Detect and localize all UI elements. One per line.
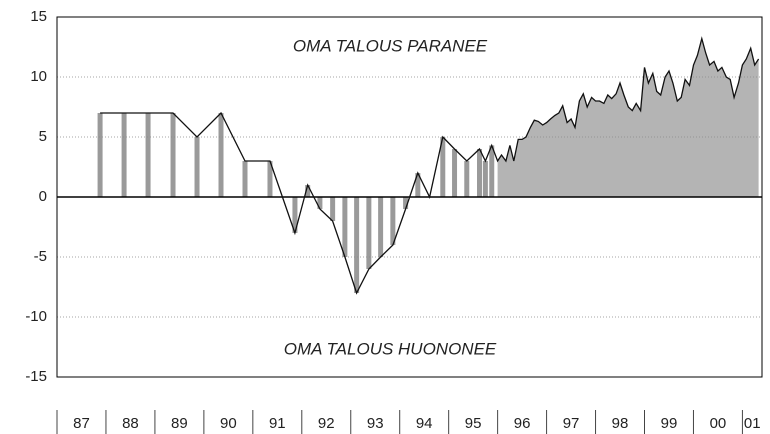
bar [378, 197, 384, 257]
y-tick-label: -10 [25, 308, 47, 325]
x-tick-label: 96 [514, 415, 531, 432]
bar [390, 197, 396, 245]
y-tick-label: 5 [39, 128, 47, 145]
x-tick-label: 91 [269, 415, 286, 432]
bar [194, 137, 200, 197]
bar [97, 113, 103, 197]
bar [305, 185, 311, 197]
bar [121, 113, 127, 197]
bar [342, 197, 348, 257]
x-tick-label: 90 [220, 415, 237, 432]
bar [330, 197, 336, 221]
x-tick-label: 89 [171, 415, 188, 432]
bar [477, 149, 483, 197]
y-tick-label: 0 [39, 188, 47, 205]
x-tick-label: 01 [744, 415, 761, 432]
y-tick-label: -15 [25, 368, 47, 385]
y-tick-label: -5 [34, 248, 47, 265]
x-tick-label: 93 [367, 415, 384, 432]
bar [170, 113, 176, 197]
bar [489, 145, 495, 197]
bar [366, 197, 372, 269]
x-tick-label: 95 [465, 415, 482, 432]
y-tick-label: 15 [30, 8, 47, 25]
bar [354, 197, 360, 293]
bar [403, 197, 409, 209]
line [100, 36, 760, 295]
x-tick-label: 88 [122, 415, 139, 432]
x-tick-label: 97 [563, 415, 580, 432]
x-tick-label: 87 [73, 415, 90, 432]
bar [242, 161, 248, 197]
bar [317, 197, 323, 209]
area [497, 38, 759, 197]
x-tick-label: 99 [661, 415, 678, 432]
bar [464, 161, 470, 197]
annotation: OMA TALOUS PARANEE [293, 36, 488, 55]
bar [482, 161, 488, 197]
x-tick-label: 94 [416, 415, 433, 432]
plot-frame [56, 16, 763, 378]
x-tick-label: 00 [710, 415, 727, 432]
bar [267, 161, 273, 197]
y-tick-label: 10 [30, 68, 47, 85]
bar [145, 113, 151, 197]
bar [292, 197, 298, 233]
bar [218, 113, 224, 197]
annotation: OMA TALOUS HUONONEE [284, 339, 497, 358]
bar [415, 173, 421, 197]
bar [452, 149, 458, 197]
bar [440, 137, 446, 197]
x-tick-label: 92 [318, 415, 335, 432]
x-tick-label: 98 [612, 415, 629, 432]
